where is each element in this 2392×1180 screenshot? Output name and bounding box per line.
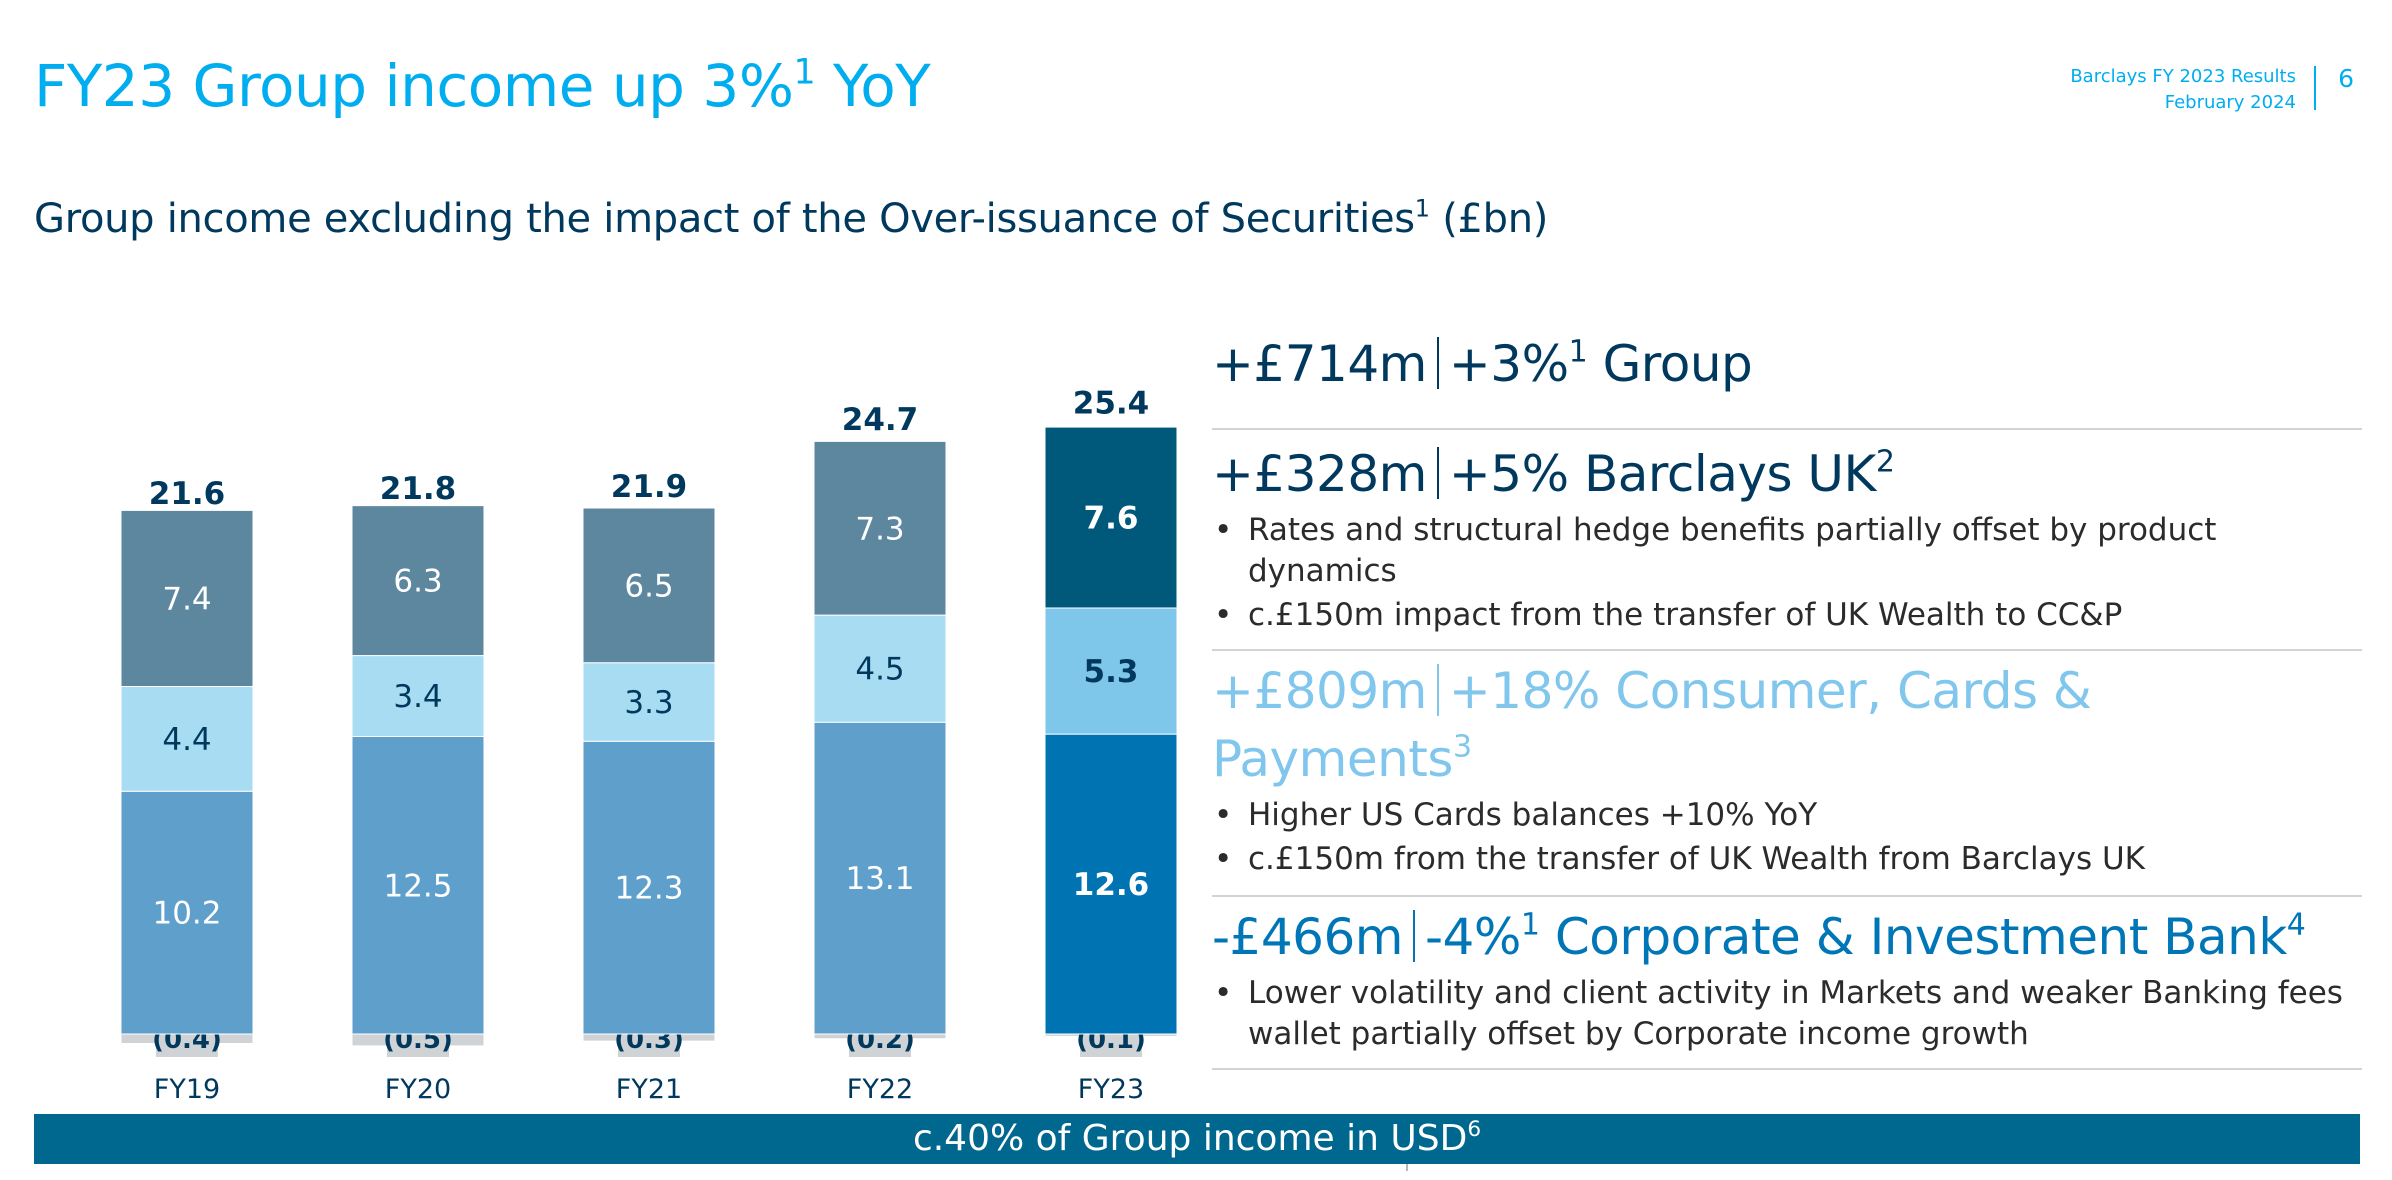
ccp-amount: +£809m <box>1212 662 1427 720</box>
group-label: Group <box>1587 335 1753 393</box>
cib-summary: -£466m -4%1 Corporate & Investment Bank4 … <box>1212 897 2362 1070</box>
bullet-item: c.£150m from the transfer of UK Wealth f… <box>1212 839 2362 880</box>
divider <box>1436 337 1439 389</box>
data-label-cib: 13.1 <box>845 861 914 897</box>
bar-segment-cib <box>120 790 254 1035</box>
ccp-bullets: Higher US Cards balances +10% YoY c.£150… <box>1212 795 2362 880</box>
group-amount: +£714m <box>1212 335 1427 393</box>
group-footnote: 1 <box>1568 334 1588 370</box>
total-label: 24.7 <box>842 402 919 438</box>
uk-label: +5% Barclays UK <box>1448 445 1876 503</box>
category-label: FY20 <box>385 1074 451 1105</box>
bar-segment-cib <box>1044 733 1178 1035</box>
uk-kpi: +£328m +5% Barclays UK2 <box>1212 440 2362 508</box>
data-label-cib: 12.5 <box>383 868 452 904</box>
bullet-item: Rates and structural hedge benefits part… <box>1212 510 2362 592</box>
category-label: FY21 <box>616 1074 682 1105</box>
chart-subtitle-footnote: 1 <box>1414 194 1430 223</box>
group-kpi: +£714m +3%1 Group <box>1212 330 2362 398</box>
header-meta: Barclays FY 2023 Results February 2024 <box>2070 64 2296 116</box>
data-label-barclays-uk: 6.3 <box>393 564 442 600</box>
bar-segment-cib <box>582 740 716 1035</box>
uk-bullets: Rates and structural hedge benefits part… <box>1212 510 2362 636</box>
page-title-footnote: 1 <box>793 52 816 93</box>
page-title-suffix: YoY <box>815 52 931 120</box>
bar-segment-barclays-uk <box>351 505 485 657</box>
cib-label: Corporate & Investment Bank <box>1539 908 2287 966</box>
header-divider <box>2314 66 2316 110</box>
total-label: 21.6 <box>149 476 226 512</box>
usd-income-banner: c.40% of Group income in USD6 <box>34 1114 2360 1164</box>
page-number: 6 <box>2338 64 2354 93</box>
cib-bullets: Lower volatility and client activity in … <box>1212 973 2362 1055</box>
bar-segment-ccp <box>1044 607 1178 735</box>
stacked-bar-chart: (0.4)10.24.47.421.6FY19(0.5)12.53.46.321… <box>120 385 1178 1105</box>
banner-text: c.40% of Group income in USD <box>912 1118 1468 1159</box>
page-title-text: FY23 Group income up 3% <box>34 52 794 120</box>
group-summary: +£714m +3%1 Group <box>1212 330 2362 430</box>
cib-kpi: -£466m -4%1 Corporate & Investment Bank4 <box>1212 903 2362 971</box>
uk-footnote: 2 <box>1875 444 1895 480</box>
total-label: 21.9 <box>611 469 688 505</box>
group-pct: +3% <box>1448 335 1569 393</box>
total-label: 25.4 <box>1073 385 1150 421</box>
bar-segment-ccp <box>582 662 716 742</box>
bullet-item: Lower volatility and client activity in … <box>1212 973 2362 1055</box>
bar-segment-cib <box>813 721 947 1035</box>
ccp-footnote: 3 <box>1452 729 1472 765</box>
data-label-barclays-uk: 7.4 <box>162 581 211 617</box>
bar-segment-ccp <box>351 655 485 738</box>
banner-footnote: 6 <box>1467 1116 1482 1142</box>
report-date: February 2024 <box>2164 92 2296 113</box>
category-label: FY22 <box>847 1074 913 1105</box>
report-name: Barclays FY 2023 Results <box>2070 66 2296 87</box>
data-label-ccp: 3.3 <box>624 685 673 721</box>
category-label: FY23 <box>1078 1074 1144 1105</box>
bar-segment-ccp <box>813 614 947 723</box>
page-title: FY23 Group income up 3%1 YoY <box>34 52 931 120</box>
data-label-ccp: 5.3 <box>1084 654 1139 690</box>
chart-subtitle-text: Group income excluding the impact of the… <box>34 196 1415 242</box>
data-label-barclays-uk: 7.6 <box>1084 501 1139 537</box>
data-label-ccp: 3.4 <box>393 679 442 715</box>
data-label-barclays-uk: 6.5 <box>624 568 673 604</box>
data-label-cib: 12.3 <box>614 871 683 907</box>
divider <box>1436 447 1439 499</box>
cib-pct: -4% <box>1425 908 1521 966</box>
ccp-summary: +£809m+18% Consumer, Cards & Payments3 H… <box>1212 651 2362 897</box>
barclays-uk-summary: +£328m +5% Barclays UK2 Rates and structu… <box>1212 430 2362 651</box>
ccp-kpi: +£809m +18% Consumer, Cards & Payments3 <box>1212 657 2362 793</box>
bar-segment-barclays-uk <box>813 440 947 616</box>
segment-summary-panel: +£714m +3%1 Group +£328m +5% Barclays UK2 … <box>1212 330 2362 1180</box>
ccp-label: +18% Consumer, Cards & Payments <box>1212 662 2092 788</box>
uk-amount: +£328m <box>1212 445 1427 503</box>
bar-segment-barclays-uk <box>582 507 716 664</box>
cib-footnote: 4 <box>2286 907 2306 943</box>
divider <box>1413 910 1415 962</box>
chart-subtitle-unit: (£bn) <box>1429 196 1549 242</box>
bullet-item: c.£150m impact from the transfer of UK W… <box>1212 595 2362 636</box>
data-label-ccp: 4.4 <box>162 722 211 758</box>
data-label-ccp: 4.5 <box>855 652 904 688</box>
cib-pct-footnote: 1 <box>1520 907 1540 943</box>
cib-amount: -£466m <box>1212 908 1404 966</box>
total-label: 21.8 <box>380 471 457 507</box>
category-label: FY19 <box>154 1074 220 1105</box>
data-label-cib: 12.6 <box>1073 867 1150 903</box>
bar-segment-ccp <box>120 686 254 792</box>
bar-segment-barclays-uk <box>1044 426 1178 609</box>
divider <box>1436 664 1439 716</box>
bullet-item: Higher US Cards balances +10% YoY <box>1212 795 2362 836</box>
data-label-cib: 10.2 <box>152 896 221 932</box>
data-label-barclays-uk: 7.3 <box>855 511 904 547</box>
chart-subtitle: Group income excluding the impact of the… <box>34 196 1548 242</box>
bar-segment-cib <box>351 736 485 1035</box>
bar-segment-barclays-uk <box>120 509 254 688</box>
